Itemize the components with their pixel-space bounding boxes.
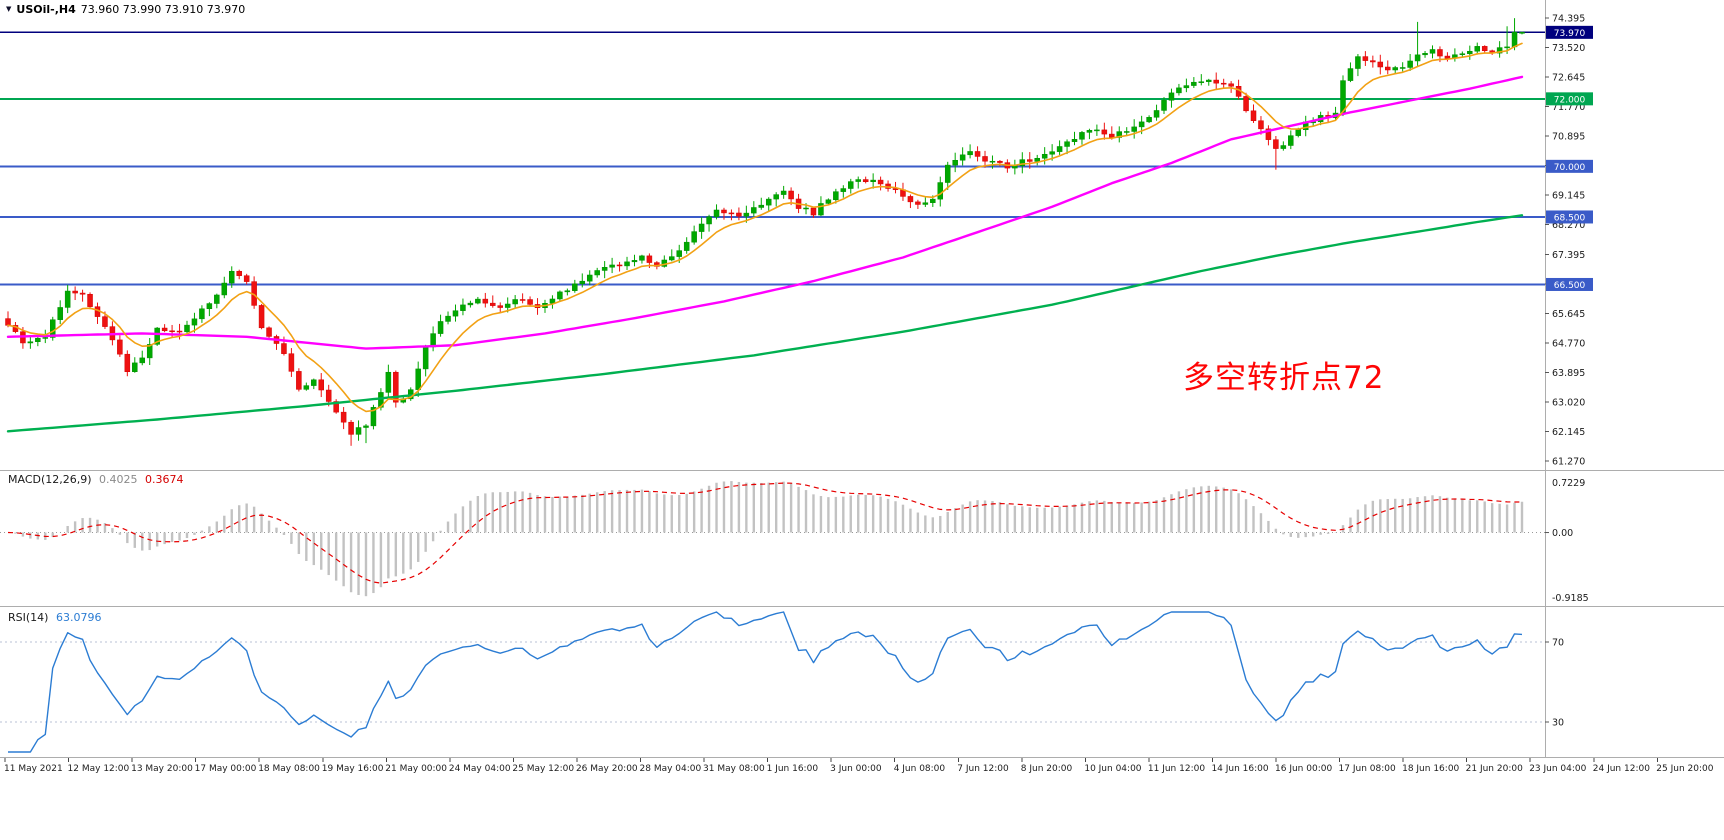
svg-text:4 Jun 08:00: 4 Jun 08:00: [894, 764, 946, 774]
svg-text:16 Jun 00:00: 16 Jun 00:00: [1275, 764, 1332, 774]
svg-text:13 May 20:00: 13 May 20:00: [131, 764, 193, 774]
macd-name: MACD(12,26,9): [8, 473, 92, 486]
svg-text:63.895: 63.895: [1552, 368, 1585, 379]
collapse-chart-icon[interactable]: ▼: [6, 4, 12, 13]
svg-text:17 May 00:00: 17 May 00:00: [195, 764, 257, 774]
svg-text:65.645: 65.645: [1552, 309, 1585, 320]
svg-text:19 May 16:00: 19 May 16:00: [322, 764, 384, 774]
svg-text:1 Jun 16:00: 1 Jun 16:00: [767, 764, 819, 774]
svg-text:18 May 08:00: 18 May 08:00: [258, 764, 320, 774]
svg-text:70.895: 70.895: [1552, 132, 1585, 143]
svg-text:8 Jun 20:00: 8 Jun 20:00: [1021, 764, 1073, 774]
svg-text:24 Jun 12:00: 24 Jun 12:00: [1593, 764, 1650, 774]
macd-signal-value: 0.3674: [145, 473, 184, 486]
svg-text:10 Jun 04:00: 10 Jun 04:00: [1084, 764, 1141, 774]
svg-text:68.270: 68.270: [1552, 220, 1585, 231]
svg-text:72.645: 72.645: [1552, 73, 1585, 84]
svg-text:63.020: 63.020: [1552, 397, 1585, 408]
annotation-text-object[interactable]: 多空转折点72: [1183, 360, 1385, 396]
price-level-tag-66.500: [1546, 277, 1593, 291]
rsi-name: RSI(14): [8, 611, 49, 624]
svg-text:21 May 00:00: 21 May 00:00: [385, 764, 447, 774]
chart-header: ▼ USOil-,H4 73.960 73.990 73.910 73.970: [6, 3, 245, 16]
price-scale[interactable]: 74.39573.52072.64571.77070.89570.02069.1…: [1545, 14, 1585, 468]
time-scale[interactable]: 11 May 2021 12 May 12:00 13 May 20:00 17 Ma…: [4, 758, 1714, 774]
price-tags: 72.000 70.000 68.500 66.500 73.970: [1546, 25, 1593, 291]
svg-text:25 Jun 20:00: 25 Jun 20:00: [1656, 764, 1713, 774]
svg-text:30: 30: [1552, 718, 1564, 729]
svg-text:71.770: 71.770: [1552, 102, 1585, 113]
moving-averages: [6, 42, 1524, 433]
svg-text:68.500: 68.500: [1554, 213, 1586, 223]
svg-text:61.270: 61.270: [1552, 457, 1585, 468]
macd-main-value: 0.4025: [99, 473, 138, 486]
svg-text:17 Jun 08:00: 17 Jun 08:00: [1339, 764, 1396, 774]
macd-indicator-label: MACD(12,26,9) 0.4025 0.3674: [8, 473, 184, 486]
svg-text:12 May 12:00: 12 May 12:00: [68, 764, 130, 774]
svg-text:64.770: 64.770: [1552, 338, 1585, 349]
svg-text:73.970: 73.970: [1554, 29, 1586, 39]
svg-text:0.7229: 0.7229: [1552, 478, 1585, 489]
svg-text:74.395: 74.395: [1552, 14, 1585, 25]
svg-text:31 May 08:00: 31 May 08:00: [703, 764, 765, 774]
rsi-value: 63.0796: [55, 611, 102, 624]
rsi-indicator-label: RSI(14) 63.0796: [8, 611, 101, 624]
price-level-tag-72.000: [1546, 92, 1593, 106]
panel-separators: [0, 0, 1724, 758]
ohlc-values: 73.960 73.990 73.910 73.970: [80, 3, 246, 16]
svg-text:14 Jun 16:00: 14 Jun 16:00: [1211, 764, 1268, 774]
svg-text:70: 70: [1552, 638, 1564, 649]
svg-text:18 Jun 16:00: 18 Jun 16:00: [1402, 764, 1459, 774]
svg-text:70.000: 70.000: [1554, 163, 1586, 173]
svg-text:21 Jun 20:00: 21 Jun 20:00: [1466, 764, 1523, 774]
svg-text:11 May 2021: 11 May 2021: [4, 764, 63, 774]
price-level-tag-68.500: [1546, 210, 1593, 224]
svg-text:26 May 20:00: 26 May 20:00: [576, 764, 638, 774]
price-level-tag-70.000: [1546, 159, 1593, 173]
svg-text:73.520: 73.520: [1552, 43, 1585, 54]
current-price-tag: [1546, 25, 1593, 39]
svg-text:7 Jun 12:00: 7 Jun 12:00: [957, 764, 1009, 774]
svg-text:0.00: 0.00: [1552, 528, 1573, 539]
macd-panel: 0.7229 0.00 -0.9185: [0, 478, 1589, 604]
svg-text:67.395: 67.395: [1552, 250, 1585, 261]
svg-text:72.000: 72.000: [1554, 95, 1586, 105]
svg-text:24 May 04:00: 24 May 04:00: [449, 764, 511, 774]
svg-text:3 Jun 00:00: 3 Jun 00:00: [830, 764, 882, 774]
svg-text:69.145: 69.145: [1552, 191, 1585, 202]
svg-text:62.145: 62.145: [1552, 427, 1585, 438]
svg-text:66.500: 66.500: [1554, 281, 1586, 291]
rsi-panel: 70 30: [0, 611, 1564, 753]
svg-text:23 Jun 04:00: 23 Jun 04:00: [1529, 764, 1586, 774]
svg-text:-0.9185: -0.9185: [1552, 593, 1589, 604]
symbol-timeframe-label: USOil-,H4: [16, 3, 76, 16]
svg-text:25 May 12:00: 25 May 12:00: [512, 764, 574, 774]
svg-text:28 May 04:00: 28 May 04:00: [640, 764, 702, 774]
svg-text:11 Jun 12:00: 11 Jun 12:00: [1148, 764, 1205, 774]
horizontal-level-lines[interactable]: [0, 31, 1545, 286]
